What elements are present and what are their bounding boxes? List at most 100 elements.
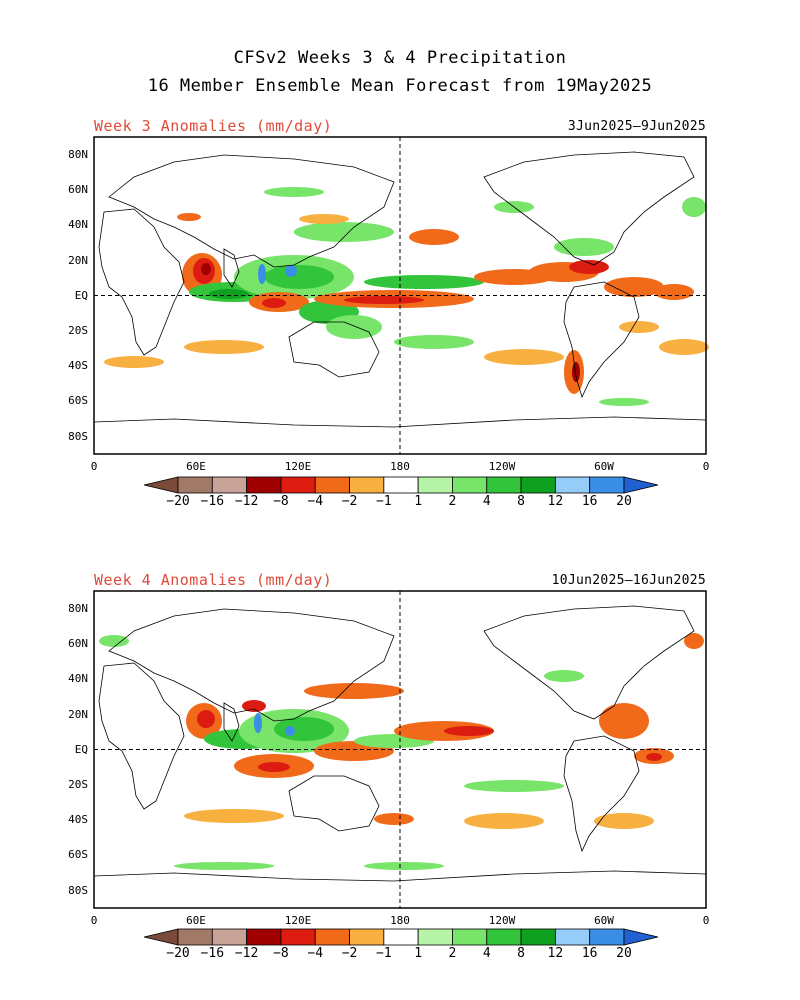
colorbar-label: 20 — [616, 946, 632, 961]
lon-label: 120E — [284, 460, 312, 473]
colorbar-swatch — [314, 476, 350, 494]
lon-label: 120E — [284, 914, 312, 927]
colorbar-label: 16 — [581, 946, 598, 961]
week3-panel-title: Week 3 Anomalies (mm/day) — [94, 117, 333, 135]
colorbar-swatch — [246, 928, 282, 946]
colorbar-label: 4 — [482, 946, 491, 961]
lon-label: 0 — [90, 460, 98, 473]
colorbar-swatch — [383, 928, 419, 946]
colorbar-label: −12 — [234, 494, 259, 509]
lon-label: 60E — [186, 914, 206, 927]
lon-label: 60W — [594, 460, 614, 473]
lat-label: 60S — [68, 394, 88, 408]
colorbar-swatch — [177, 928, 213, 946]
colorbar-label: 8 — [517, 494, 525, 509]
week3-colorbar — [143, 476, 659, 494]
colorbar-label: −4 — [307, 946, 324, 961]
lat-label: 40N — [68, 218, 88, 232]
lon-label: 180 — [390, 914, 410, 927]
lat-label: 80N — [68, 148, 88, 161]
colorbar-swatch — [623, 476, 659, 494]
colorbar-swatch — [452, 476, 488, 494]
colorbar-swatch — [589, 476, 625, 494]
colorbar-label: 1 — [414, 946, 423, 961]
colorbar-swatch — [349, 476, 385, 494]
lon-label: 60W — [594, 914, 614, 927]
colorbar-label: −8 — [273, 494, 289, 509]
colorbar-swatch — [623, 928, 659, 946]
colorbar-swatch — [280, 928, 316, 946]
week4-coastlines — [93, 605, 707, 882]
main-title-line2: 16 Member Ensemble Mean Forecast from 19… — [147, 76, 653, 96]
lon-label: 180 — [390, 460, 410, 473]
week3-coastlines — [93, 151, 707, 428]
lat-label: EQ — [74, 288, 88, 302]
week3-date-range: 3Jun2025–9Jun2025 — [567, 119, 706, 134]
colorbar-swatch — [486, 928, 522, 946]
colorbar-label: −2 — [341, 946, 358, 961]
lat-label: 80S — [68, 883, 88, 897]
colorbar-label: −16 — [200, 494, 225, 509]
colorbar-swatch — [589, 928, 625, 946]
lon-label: 0 — [702, 914, 710, 927]
colorbar-label: 2 — [448, 494, 457, 509]
lon-label: 60E — [186, 460, 206, 473]
week4-colorbar — [143, 928, 659, 946]
colorbar-label: 1 — [414, 494, 423, 509]
colorbar-label: −20 — [166, 946, 190, 961]
colorbar-swatch — [246, 476, 282, 494]
lat-label: 80S — [68, 429, 88, 443]
week4-panel-title: Week 4 Anomalies (mm/day) — [94, 571, 333, 589]
lat-label: 60N — [68, 637, 88, 651]
lat-label: 60N — [68, 183, 88, 197]
colorbar-label: 16 — [581, 494, 598, 509]
lat-label: 40N — [68, 672, 88, 686]
colorbar-swatch — [211, 928, 248, 946]
week4-anomaly-map — [93, 590, 707, 909]
week4-date-range: 10Jun2025–16Jun2025 — [551, 573, 706, 588]
colorbar-label: −8 — [273, 946, 289, 961]
lat-label: 80N — [68, 602, 88, 615]
colorbar-label: 4 — [482, 494, 491, 509]
lat-label: 20S — [68, 324, 88, 337]
colorbar-label: 12 — [547, 946, 564, 961]
colorbar-label: −1 — [376, 494, 392, 509]
colorbar-swatch — [486, 476, 522, 494]
colorbar-swatch — [280, 476, 316, 494]
lat-label: 60S — [68, 848, 88, 862]
colorbar-label: 8 — [517, 946, 525, 961]
colorbar-label: 2 — [448, 946, 457, 961]
colorbar-label: 12 — [547, 494, 564, 509]
colorbar-label: −20 — [166, 494, 190, 509]
lat-label: 40S — [68, 359, 88, 373]
lat-label: 20N — [68, 253, 88, 267]
lon-label: 0 — [90, 914, 98, 927]
colorbar-label: 20 — [616, 494, 632, 509]
colorbar-label: −16 — [200, 946, 225, 961]
colorbar-swatch — [554, 476, 591, 494]
lat-label: 20N — [68, 707, 88, 721]
colorbar-swatch — [211, 476, 248, 494]
week4-anomaly-shading — [99, 633, 704, 870]
lon-label: 0 — [702, 460, 710, 473]
colorbar-label: −2 — [341, 494, 358, 509]
lon-label: 120W — [488, 460, 516, 473]
week3-anomaly-shading — [104, 187, 709, 406]
lat-label: 20S — [68, 778, 88, 791]
colorbar-swatch — [417, 928, 453, 946]
colorbar-swatch — [143, 476, 179, 494]
colorbar-swatch — [314, 928, 350, 946]
colorbar-label: −12 — [234, 946, 259, 961]
week3-anomaly-map — [93, 136, 709, 455]
colorbar-swatch — [417, 476, 453, 494]
colorbar-swatch — [383, 476, 419, 494]
colorbar-label: −4 — [307, 494, 324, 509]
colorbar-swatch — [520, 928, 556, 946]
colorbar-swatch — [452, 928, 488, 946]
colorbar-swatch — [177, 476, 213, 494]
lat-label: EQ — [74, 742, 88, 756]
colorbar-swatch — [143, 928, 179, 946]
main-title-line1: CFSv2 Weeks 3 & 4 Precipitation — [233, 48, 567, 68]
lat-label: 40S — [68, 813, 88, 827]
colorbar-swatch — [554, 928, 591, 946]
